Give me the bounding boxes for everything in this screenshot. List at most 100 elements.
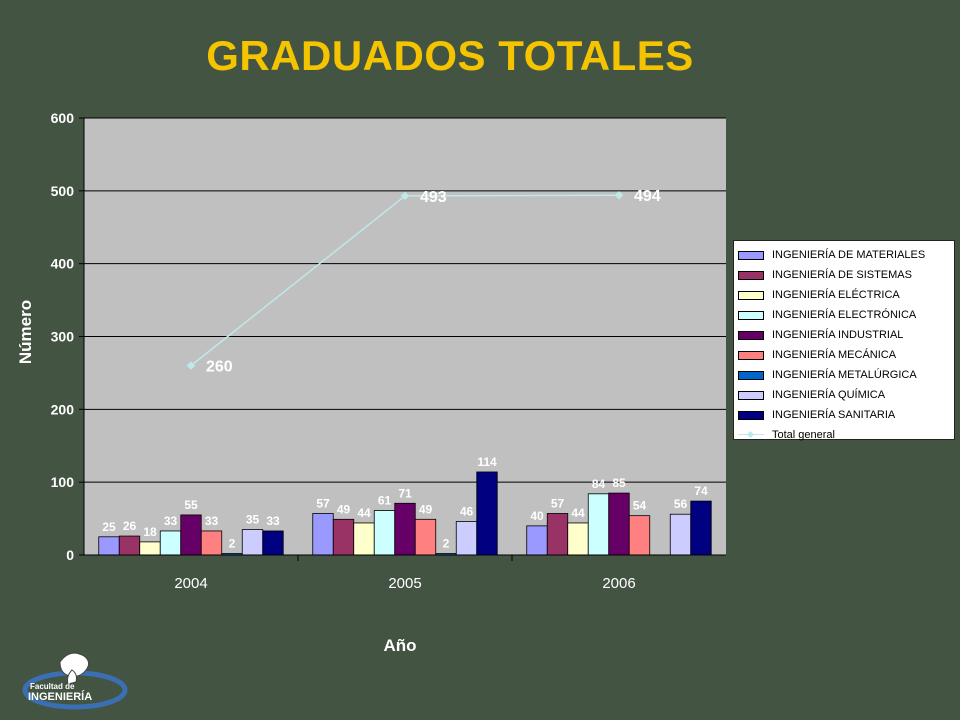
bar-data-label: 33: [164, 514, 178, 528]
bar-data-label: 114: [477, 455, 497, 469]
x-tick-label: 2006: [602, 575, 635, 592]
legend-item: INGENIERÍA MECÁNICA: [738, 345, 954, 365]
legend-label: INGENIERÍA MECÁNICA: [772, 349, 897, 361]
bar-data-label: 84: [592, 477, 606, 491]
bar: [262, 530, 284, 556]
legend-swatch: [738, 310, 764, 320]
legend-label: INGENIERÍA DE SISTEMAS: [772, 269, 912, 281]
y-axis-title: Número: [16, 300, 35, 364]
legend-label: Total general: [772, 429, 835, 441]
legend-item: Total general: [738, 425, 954, 445]
total-marker: [400, 191, 410, 201]
legend-item: INGENIERÍA ELECTRÓNICA: [738, 305, 954, 325]
bar-data-label: 57: [316, 496, 330, 510]
bar-data-label: 54: [633, 499, 647, 513]
bar-data-label: 85: [612, 476, 626, 490]
bar-data-label: 49: [337, 502, 351, 516]
bar: [353, 522, 375, 556]
total-data-label: 494: [634, 188, 661, 205]
bar-data-label: 2: [229, 537, 236, 551]
bar: [98, 536, 120, 556]
bar-data-label: 61: [378, 494, 392, 508]
y-tick-label: 500: [51, 183, 75, 199]
bar-data-label: 18: [143, 525, 157, 539]
bar-data-label: 33: [205, 514, 219, 528]
legend-label: INGENIERÍA ELÉCTRICA: [772, 289, 900, 301]
legend-swatch: [738, 390, 764, 400]
legend-item: INGENIERÍA DE MATERIALES: [738, 245, 954, 265]
legend-item: INGENIERÍA QUÍMICA: [738, 385, 954, 405]
legend-label: INGENIERÍA INDUSTRIAL: [772, 329, 904, 341]
legend-label: INGENIERÍA SANITARIA: [772, 409, 896, 421]
bar: [628, 515, 651, 556]
bar: [690, 500, 712, 556]
legend-item: INGENIERÍA ELÉCTRICA: [738, 285, 954, 305]
y-tick-label: 100: [51, 474, 75, 490]
bar-data-label: 44: [571, 506, 585, 520]
bar-data-label: 35: [246, 513, 260, 527]
y-tick-label: 200: [51, 401, 75, 417]
slide-title: GRADUADOS TOTALES: [206, 32, 694, 79]
bar: [118, 535, 141, 556]
bar: [476, 471, 498, 556]
y-tick-label: 400: [51, 256, 75, 272]
legend-swatch: [738, 370, 764, 380]
logo-line1: Facultad de: [30, 682, 75, 691]
legend-item: INGENIERÍA INDUSTRIAL: [738, 325, 954, 345]
bar-data-label: 25: [102, 520, 116, 534]
bar: [312, 513, 334, 556]
bar-data-label: 71: [398, 486, 412, 500]
bar-data-label: 33: [266, 514, 280, 528]
bar: [159, 530, 182, 556]
bar: [669, 513, 692, 556]
legend-swatch: [738, 290, 764, 300]
bar: [608, 492, 630, 556]
legend-label: INGENIERÍA DE MATERIALES: [772, 249, 926, 261]
bar-data-label: 55: [184, 498, 198, 512]
legend-label: INGENIERÍA QUÍMICA: [772, 389, 886, 401]
bar: [455, 521, 478, 556]
bar: [200, 530, 223, 556]
x-tick-label: 2005: [388, 575, 421, 592]
faculty-logo: Facultad de INGENIERÍA: [22, 652, 128, 710]
legend-swatch: [738, 410, 764, 420]
y-tick-label: 600: [51, 110, 75, 126]
legend-item: INGENIERÍA METALÚRGICA: [738, 365, 954, 385]
bar: [587, 493, 610, 556]
legend-swatch: [738, 250, 764, 260]
bar: [373, 510, 396, 556]
legend-swatch: [738, 270, 764, 280]
bar-data-label: 46: [460, 504, 474, 518]
bar: [567, 522, 589, 556]
bar-data-label: 2: [443, 537, 450, 551]
legend-label: INGENIERÍA METALÚRGICA: [772, 369, 917, 381]
chart-legend: INGENIERÍA DE MATERIALES INGENIERÍA DE SI…: [733, 240, 955, 441]
x-tick-label: 2004: [174, 575, 207, 592]
y-tick-label: 300: [51, 329, 75, 345]
bar-data-label: 74: [694, 484, 708, 498]
legend-line-marker: [738, 430, 764, 440]
bar: [414, 518, 437, 556]
bar: [546, 513, 569, 556]
bar-data-label: 49: [419, 502, 433, 516]
bar: [526, 525, 548, 556]
legend-label: INGENIERÍA ELECTRÓNICA: [772, 309, 917, 321]
total-marker: [186, 361, 196, 370]
bar-data-label: 40: [530, 509, 544, 523]
bar-data-label: 44: [357, 506, 371, 520]
logo-line2: INGENIERÍA: [28, 690, 92, 703]
y-tick-label: 0: [66, 547, 74, 563]
total-data-label: 260: [206, 359, 233, 376]
legend-item: INGENIERÍA SANITARIA: [738, 405, 954, 425]
bar-data-label: 26: [123, 519, 137, 533]
bar: [180, 514, 202, 556]
bar: [394, 502, 416, 556]
legend-item: INGENIERÍA DE SISTEMAS: [738, 265, 954, 285]
total-data-label: 493: [420, 189, 447, 206]
bar: [139, 541, 161, 556]
x-axis-title: Año: [383, 636, 416, 655]
bar: [241, 529, 264, 556]
bar: [332, 518, 355, 556]
bar-data-label: 57: [551, 496, 565, 510]
